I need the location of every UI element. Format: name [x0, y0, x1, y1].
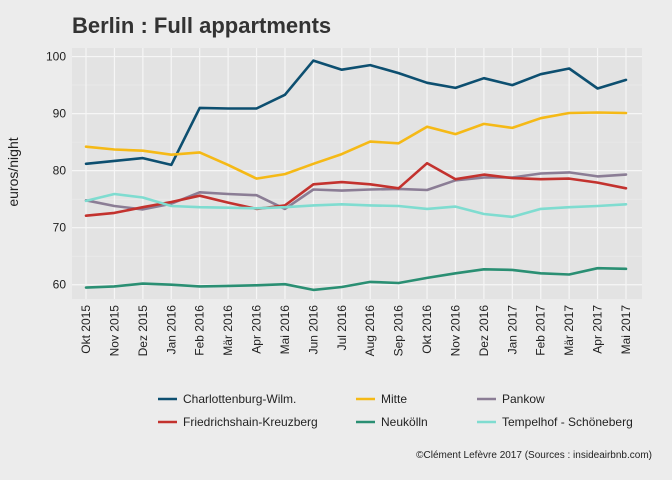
x-tick-label: Mai 2016 — [278, 305, 292, 355]
x-axis-ticks: Okt 2015 Nov 2015 Dez 2015 Jan 2016 Feb 2016… — [79, 305, 633, 357]
series-line — [84, 266, 628, 292]
x-tick-label: Jun 2016 — [306, 305, 320, 355]
series-line — [84, 161, 628, 217]
x-tick-label: Jan 2017 — [505, 305, 519, 355]
x-tick-label: Sep 2016 — [392, 305, 406, 357]
series-lines — [84, 59, 628, 292]
x-tick-label: Nov 2015 — [107, 305, 121, 357]
y-tick-label: 60 — [53, 278, 67, 292]
y-axis-ticks: 60 70 80 90 100 — [46, 50, 66, 292]
x-tick-label: Feb 2017 — [534, 305, 548, 356]
y-tick-label: 90 — [53, 107, 67, 121]
series-line — [84, 111, 628, 180]
y-axis-label: euros/night — [5, 137, 21, 206]
x-tick-label: Apr 2017 — [591, 305, 605, 354]
x-tick-label: Okt 2015 — [79, 305, 93, 354]
legend-label: Pankow — [502, 392, 545, 406]
legend-label: Mitte — [381, 392, 407, 406]
x-tick-label: Feb 2016 — [193, 305, 207, 356]
y-tick-label: 100 — [46, 50, 66, 64]
x-tick-label: Jan 2016 — [164, 305, 178, 355]
legend-label: Neukölln — [381, 415, 428, 429]
legend: Charlottenburg-Wilm. Mitte Pankow Friedrich… — [158, 392, 633, 429]
x-tick-label: Dez 2015 — [136, 305, 150, 357]
grid — [72, 48, 642, 299]
legend-label: Tempelhof - Schöneberg — [502, 415, 633, 429]
caption: ©Clément Lefèvre 2017 (Sources : insidea… — [416, 450, 652, 461]
y-tick-label: 70 — [53, 221, 67, 235]
chart-title: Berlin : Full appartments — [72, 13, 331, 38]
x-tick-label: Mai 2017 — [619, 305, 633, 355]
x-tick-label: Aug 2016 — [363, 305, 377, 357]
x-tick-label: Apr 2016 — [250, 305, 264, 354]
legend-label: Charlottenburg-Wilm. — [183, 392, 296, 406]
legend-label: Friedrichshain-Kreuzberg — [183, 415, 318, 429]
y-tick-label: 80 — [53, 164, 67, 178]
x-tick-label: Okt 2016 — [420, 305, 434, 354]
x-tick-label: Dez 2016 — [477, 305, 491, 357]
x-tick-label: Nov 2016 — [448, 305, 462, 357]
x-tick-label: Jul 2016 — [335, 305, 349, 351]
series-line — [84, 192, 628, 219]
x-tick-label: Mär 2016 — [221, 305, 235, 356]
x-tick-label: Mär 2017 — [562, 305, 576, 356]
